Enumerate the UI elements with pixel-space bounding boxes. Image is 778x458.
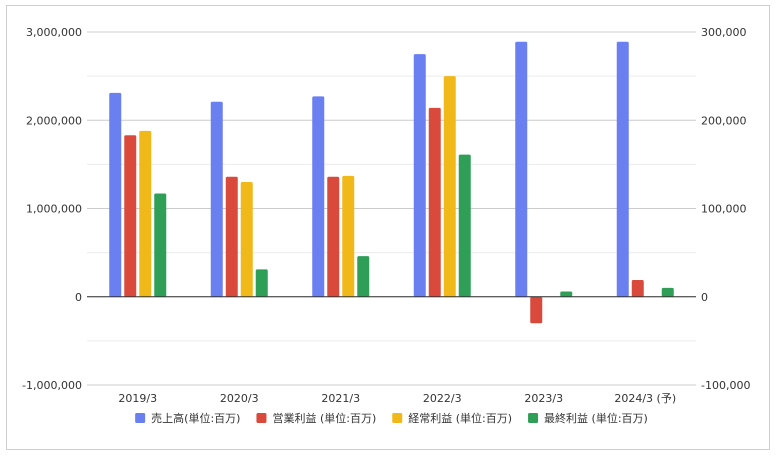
x-tick-label: 2021/3	[321, 392, 360, 405]
right-tick-label: -100,000	[701, 379, 750, 392]
legend-swatch	[392, 413, 403, 423]
right-tick-label: 100,000	[701, 203, 747, 216]
x-tick-label: 2023/3	[524, 392, 563, 405]
bar-2-4	[428, 107, 441, 297]
left-tick-label: 1,000,000	[26, 203, 82, 216]
x-tick-label: 2022/3	[423, 392, 462, 405]
bar-1-5	[515, 41, 528, 297]
left-axis-ticks: 3,000,000 2,000,000 1,000,000 0 -1,000,000	[22, 26, 82, 392]
legend-item-2[interactable]: 営業利益 (単位:百万)	[256, 411, 376, 425]
right-tick-label: 0	[701, 291, 708, 304]
legend: 売上高(単位:百万) 営業利益 (単位:百万) 経常利益 (単位:百万) 最終利益 (…	[135, 411, 648, 425]
bar-4-3	[357, 256, 370, 297]
bar-2-2	[225, 176, 238, 297]
right-axis-ticks: 300,000 200,000 100,000 0 -100,000	[701, 26, 750, 392]
x-tick-label: 2019/3	[118, 392, 157, 405]
left-tick-label: -1,000,000	[22, 379, 82, 392]
bar-1-4	[413, 54, 426, 297]
x-tick-label: 2024/3 (予)	[614, 392, 676, 405]
right-tick-label: 300,000	[701, 26, 747, 39]
left-tick-label: 3,000,000	[26, 26, 82, 39]
legend-item-4[interactable]: 最終利益 (単位:百万)	[528, 411, 648, 425]
bar-3-1	[139, 130, 152, 297]
bar-1-3	[312, 96, 325, 297]
bar-3-2	[240, 182, 253, 297]
x-axis-ticks: 2019/3 2020/3 2021/3 2022/3 2023/3 2024/3 (予)	[118, 392, 676, 405]
left-tick-label: 0	[75, 291, 82, 304]
legend-label: 経常利益 (単位:百万)	[408, 411, 512, 425]
legend-item-3[interactable]: 経常利益 (単位:百万)	[392, 411, 512, 425]
bar-1-1	[109, 92, 122, 297]
left-tick-label: 2,000,000	[26, 114, 82, 127]
legend-swatch	[256, 413, 267, 423]
bar-2-6	[631, 279, 644, 297]
bar-2-3	[327, 176, 340, 297]
bar-1-2	[210, 101, 223, 297]
legend-item-1[interactable]: 売上高(単位:百万)	[135, 411, 240, 425]
legend-swatch	[528, 413, 539, 423]
bar-4-5	[560, 291, 573, 297]
legend-label: 最終利益 (単位:百万)	[544, 411, 648, 425]
bar-4-1	[154, 193, 167, 297]
bar-4-4	[458, 154, 471, 297]
bar-2-5	[530, 296, 543, 324]
x-tick-label: 2020/3	[220, 392, 259, 405]
bar-3-4	[443, 76, 456, 297]
legend-label: 営業利益 (単位:百万)	[272, 411, 376, 425]
legend-swatch	[135, 413, 146, 423]
bars	[109, 41, 674, 324]
bar-2-1	[124, 135, 137, 297]
bar-3-3	[342, 175, 355, 297]
legend-label: 売上高(単位:百万)	[151, 411, 240, 425]
bar-4-6	[661, 287, 674, 297]
right-tick-label: 200,000	[701, 114, 747, 127]
gridlines	[87, 31, 696, 386]
bar-1-6	[616, 41, 629, 297]
bar-4-2	[255, 269, 268, 297]
